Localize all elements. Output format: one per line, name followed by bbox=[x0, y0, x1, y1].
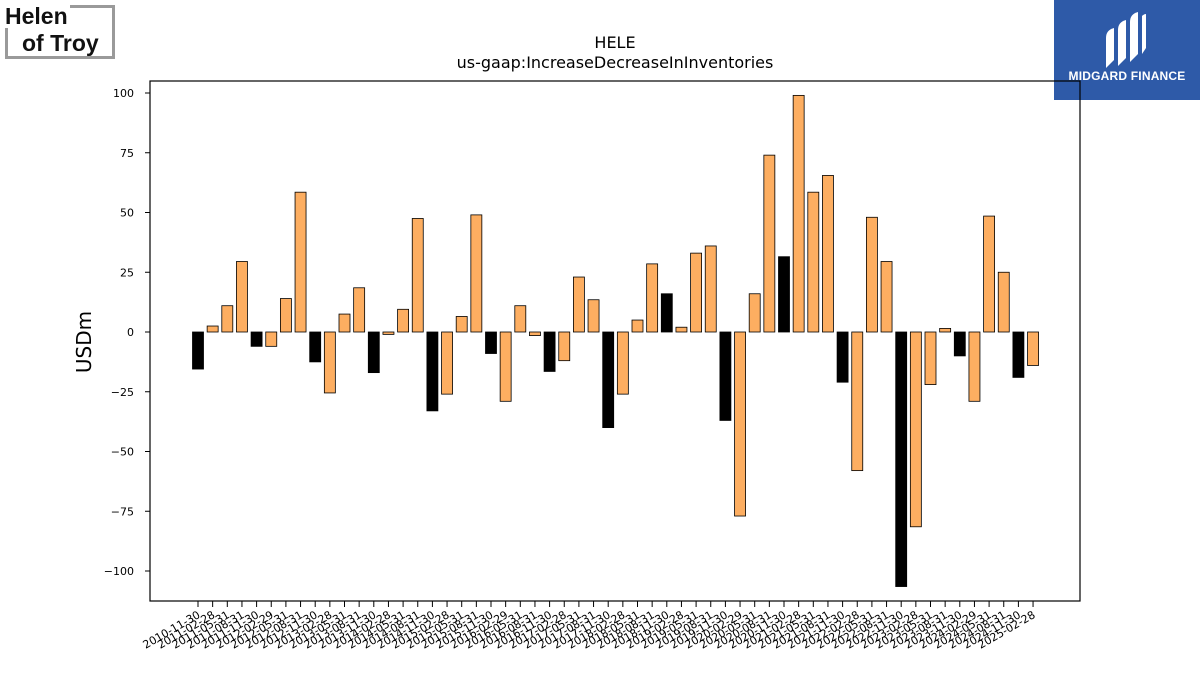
bar-2016-11-30 bbox=[543, 331, 556, 372]
brand-name: MIDGARD FINANCE bbox=[1068, 69, 1186, 83]
bar-2016-08-31 bbox=[529, 331, 541, 336]
bar-2013-05-31 bbox=[338, 313, 351, 333]
y-tick-label: 50 bbox=[120, 207, 134, 220]
bar-2017-05-31 bbox=[573, 276, 585, 333]
bar-2012-02-29 bbox=[265, 331, 278, 347]
bar-2020-11-30 bbox=[778, 256, 790, 333]
chart-title: HELE bbox=[594, 33, 635, 52]
bar-2021-11-30 bbox=[836, 331, 849, 383]
bar-2014-11-30 bbox=[426, 331, 439, 412]
bar-2020-08-31 bbox=[763, 154, 776, 333]
bar-2020-05-31 bbox=[748, 293, 761, 333]
logo-text-line1: Helen bbox=[5, 3, 70, 29]
bar-2015-02-28 bbox=[441, 331, 453, 395]
y-axis-label: USDm bbox=[72, 311, 96, 373]
bar-2010-11-30 bbox=[192, 331, 204, 370]
bar-2011-08-31 bbox=[236, 261, 248, 333]
midgard-emblem-icon bbox=[1106, 12, 1146, 68]
y-axis-ticks: 100 75 50 25 0 −25 −50 −75 −100 bbox=[104, 87, 150, 578]
bar-2012-08-31 bbox=[294, 191, 307, 333]
bar-2011-11-30 bbox=[250, 331, 263, 347]
y-tick-label: 100 bbox=[113, 87, 134, 100]
x-axis-ticks: 2010-11-302011-02-282011-05-312011-08-31… bbox=[141, 601, 1038, 652]
bar-2015-05-31 bbox=[455, 316, 468, 333]
bar-2019-05-31 bbox=[690, 252, 702, 333]
bar-2022-05-31 bbox=[866, 216, 878, 333]
bar-2016-02-29 bbox=[499, 331, 512, 402]
bar-2025-02-28 bbox=[1027, 331, 1039, 366]
helen-of-troy-logo: Helen of Troy bbox=[5, 5, 115, 59]
y-tick-label: 75 bbox=[120, 147, 134, 160]
plot-frame bbox=[149, 80, 1081, 602]
bars-group bbox=[192, 94, 1039, 587]
bar-2024-02-29 bbox=[968, 331, 981, 402]
bar-2014-05-31 bbox=[397, 308, 410, 333]
bar-2012-11-30 bbox=[309, 331, 322, 363]
y-tick-label: 25 bbox=[120, 266, 134, 279]
bar-2023-02-28 bbox=[909, 331, 922, 528]
bar-2011-05-31 bbox=[221, 305, 234, 333]
y-tick-label: −75 bbox=[111, 505, 134, 518]
bar-2019-11-30 bbox=[719, 331, 732, 421]
bar-2022-11-30 bbox=[895, 331, 908, 587]
bar-2021-08-31 bbox=[822, 175, 834, 333]
bar-2017-11-30 bbox=[602, 331, 615, 428]
bar-2019-08-31 bbox=[704, 245, 717, 333]
bar-2021-05-31 bbox=[807, 191, 820, 333]
bar-2011-02-28 bbox=[206, 325, 219, 333]
bar-2018-08-31 bbox=[646, 263, 659, 333]
bar-2013-08-31 bbox=[353, 287, 366, 333]
logo-text-line2: of Troy bbox=[22, 30, 99, 56]
bar-2019-02-28 bbox=[675, 326, 688, 333]
bar-2023-08-31 bbox=[939, 328, 952, 333]
bar-2020-02-29 bbox=[734, 331, 746, 517]
midgard-finance-logo: MIDGARD FINANCE bbox=[1054, 0, 1200, 100]
bar-2023-05-31 bbox=[924, 331, 937, 385]
bar-2017-08-31 bbox=[587, 299, 600, 333]
bar-2013-02-28 bbox=[323, 331, 336, 394]
bar-2018-02-28 bbox=[616, 331, 629, 395]
y-tick-label: −50 bbox=[111, 446, 134, 459]
bar-2015-11-30 bbox=[485, 331, 497, 354]
bar-2016-05-31 bbox=[514, 305, 527, 333]
bar-2024-11-30 bbox=[1012, 331, 1025, 378]
chart-subtitle: us-gaap:IncreaseDecreaseInInventories bbox=[457, 53, 774, 72]
bar-2021-02-28 bbox=[792, 94, 805, 333]
bar-2015-08-31 bbox=[470, 214, 483, 333]
bar-2014-02-28 bbox=[382, 331, 395, 335]
y-tick-label: 0 bbox=[127, 326, 134, 339]
bar-2022-02-28 bbox=[851, 331, 864, 472]
bar-2017-02-28 bbox=[558, 331, 571, 362]
bar-2024-05-31 bbox=[983, 215, 995, 333]
bar-2014-08-31 bbox=[411, 218, 424, 333]
y-tick-label: −25 bbox=[111, 386, 134, 399]
y-tick-label: −100 bbox=[104, 565, 134, 578]
bar-2018-05-31 bbox=[631, 319, 644, 333]
bar-2022-08-31 bbox=[880, 261, 893, 333]
bar-2013-11-30 bbox=[367, 331, 380, 374]
bar-2024-08-31 bbox=[997, 271, 1010, 333]
bar-2018-11-30 bbox=[660, 293, 673, 333]
bar-2012-05-31 bbox=[279, 298, 292, 333]
bar-2023-11-30 bbox=[953, 331, 966, 357]
